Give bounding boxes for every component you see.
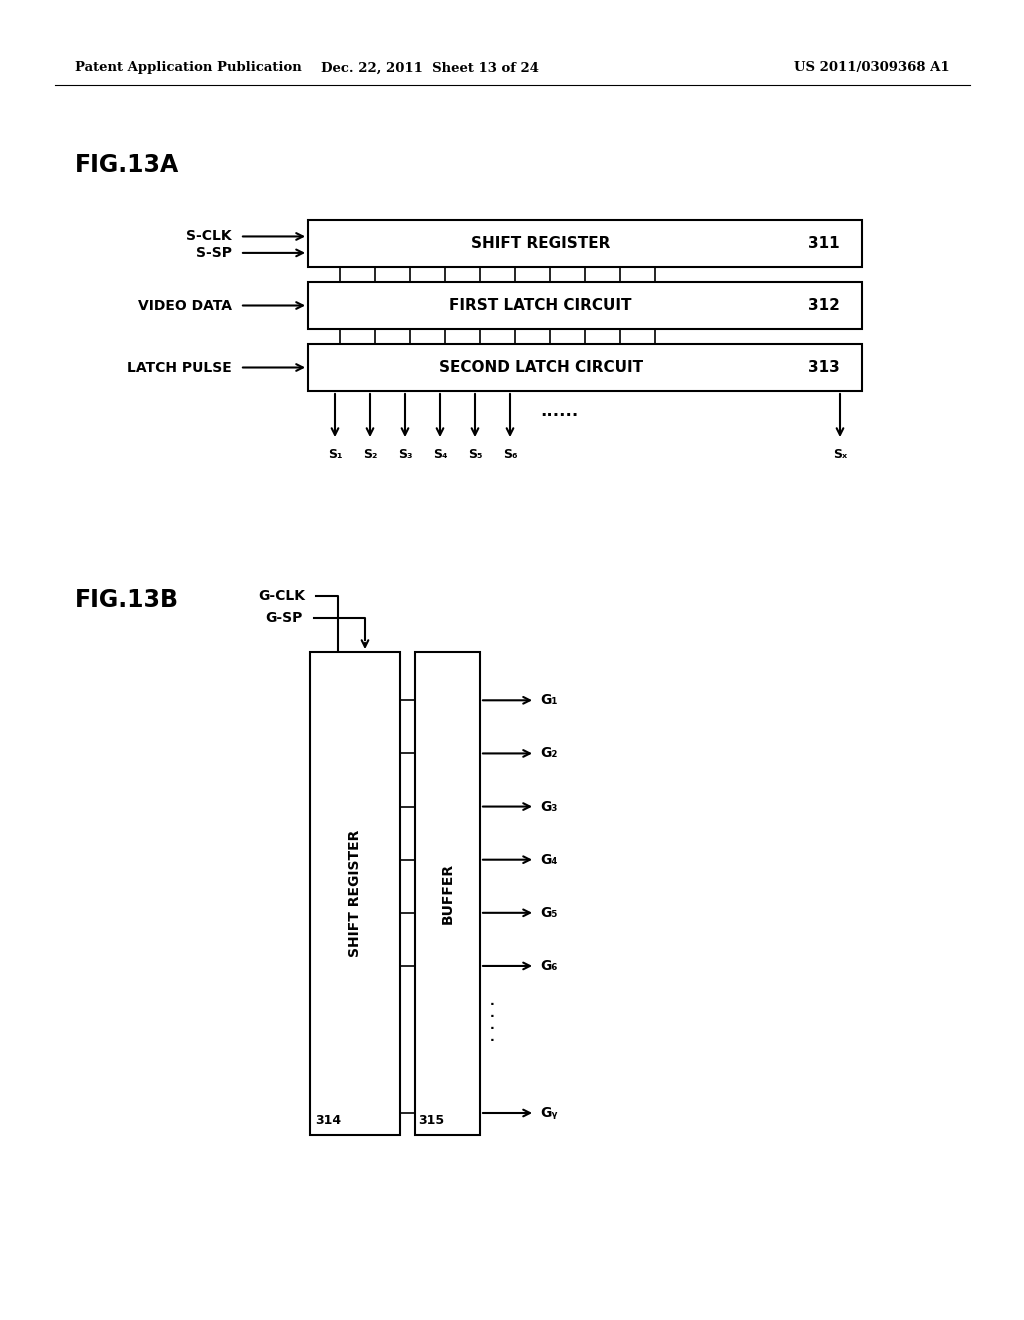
Text: FIRST LATCH CIRCUIT: FIRST LATCH CIRCUIT xyxy=(450,298,632,313)
Text: FIG.13A: FIG.13A xyxy=(75,153,179,177)
Text: S₄: S₄ xyxy=(433,447,447,461)
Text: G₆: G₆ xyxy=(540,958,557,973)
Text: S₁: S₁ xyxy=(328,447,342,461)
Text: Sₓ: Sₓ xyxy=(833,447,847,461)
Text: G₃: G₃ xyxy=(540,800,557,813)
Text: S₆: S₆ xyxy=(503,447,517,461)
Text: Dec. 22, 2011  Sheet 13 of 24: Dec. 22, 2011 Sheet 13 of 24 xyxy=(321,62,539,74)
Text: LATCH PULSE: LATCH PULSE xyxy=(127,360,232,375)
Bar xyxy=(308,220,862,267)
Text: 315: 315 xyxy=(418,1114,444,1127)
Text: S-CLK: S-CLK xyxy=(186,230,232,243)
Text: US 2011/0309368 A1: US 2011/0309368 A1 xyxy=(795,62,950,74)
Text: 312: 312 xyxy=(808,298,840,313)
Text: G₅: G₅ xyxy=(540,906,557,920)
Text: ......: ...... xyxy=(540,401,579,420)
Text: S₅: S₅ xyxy=(468,447,482,461)
Text: Gᵧ: Gᵧ xyxy=(540,1106,557,1119)
Text: G-SP: G-SP xyxy=(265,611,302,624)
Text: SHIFT REGISTER: SHIFT REGISTER xyxy=(348,830,362,957)
Text: S₂: S₂ xyxy=(362,447,377,461)
Text: VIDEO DATA: VIDEO DATA xyxy=(138,298,232,313)
Text: 311: 311 xyxy=(808,236,840,251)
Text: FIG.13B: FIG.13B xyxy=(75,587,179,612)
Bar xyxy=(308,282,862,329)
Text: SECOND LATCH CIRCUIT: SECOND LATCH CIRCUIT xyxy=(438,360,643,375)
Text: 314: 314 xyxy=(315,1114,341,1127)
Text: S-SP: S-SP xyxy=(196,246,232,260)
Bar xyxy=(308,345,862,391)
Bar xyxy=(310,652,400,1135)
Text: 313: 313 xyxy=(808,360,840,375)
Text: G₂: G₂ xyxy=(540,746,557,760)
Text: SHIFT REGISTER: SHIFT REGISTER xyxy=(471,236,610,251)
Text: Patent Application Publication: Patent Application Publication xyxy=(75,62,302,74)
Bar xyxy=(415,652,480,1135)
Text: .
.
.
.: . . . . xyxy=(490,994,495,1044)
Text: G₄: G₄ xyxy=(540,853,557,867)
Text: BUFFER: BUFFER xyxy=(440,863,455,924)
Text: S₃: S₃ xyxy=(397,447,413,461)
Text: G₁: G₁ xyxy=(540,693,557,708)
Text: G-CLK: G-CLK xyxy=(258,589,305,603)
